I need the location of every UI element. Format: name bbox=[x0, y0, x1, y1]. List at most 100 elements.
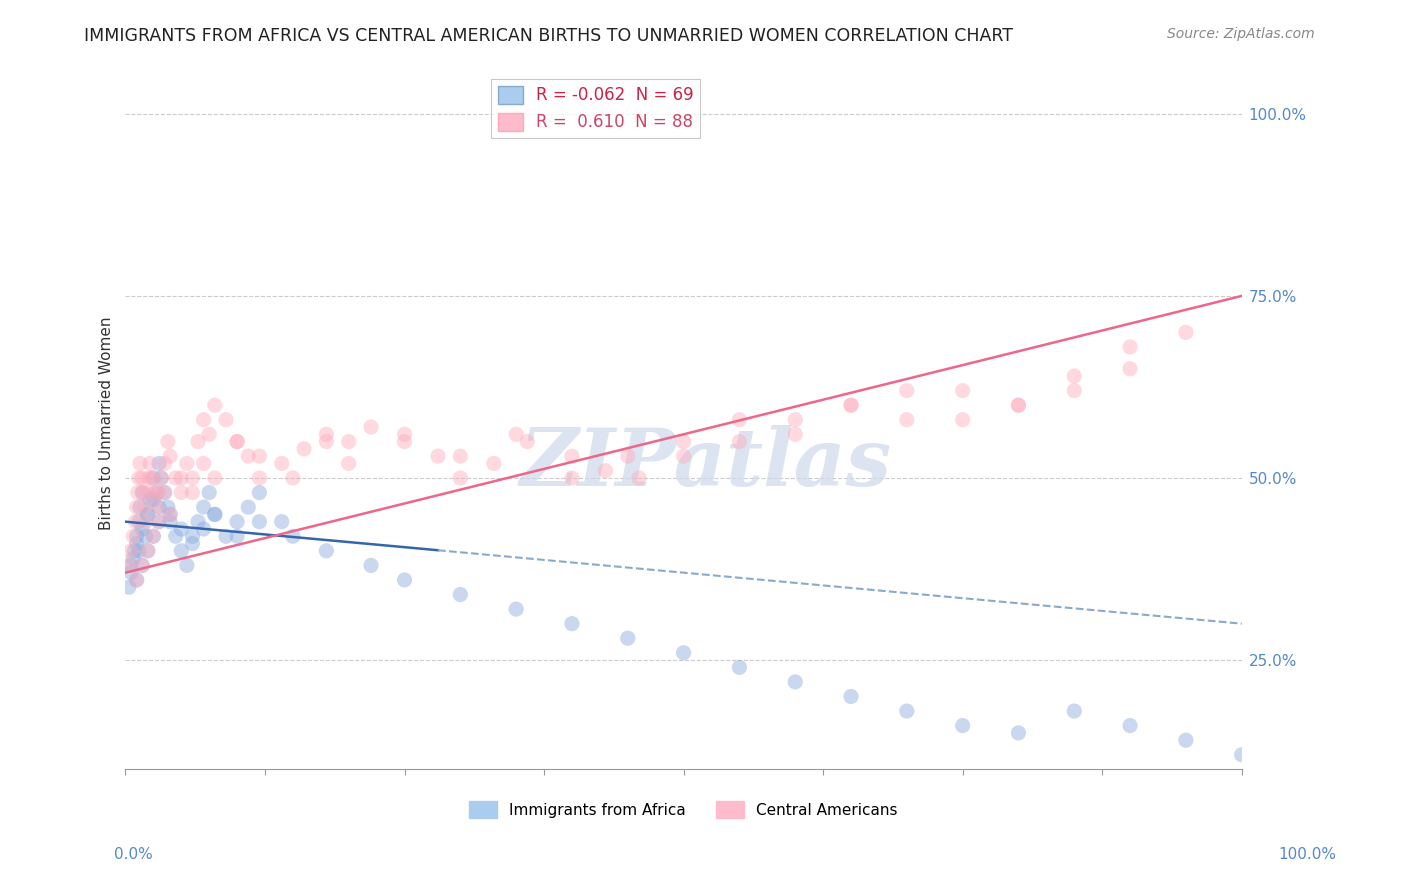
Point bbox=[1007, 398, 1029, 412]
Point bbox=[1119, 361, 1142, 376]
Point bbox=[360, 558, 382, 573]
Point bbox=[315, 427, 337, 442]
Point bbox=[952, 384, 974, 398]
Point bbox=[131, 522, 153, 536]
Point bbox=[125, 500, 148, 515]
Point bbox=[129, 500, 152, 515]
Point bbox=[136, 485, 159, 500]
Point bbox=[360, 420, 382, 434]
Point bbox=[176, 457, 198, 471]
Point bbox=[120, 544, 142, 558]
Point bbox=[505, 602, 527, 616]
Point bbox=[204, 508, 226, 522]
Point bbox=[134, 500, 156, 515]
Point bbox=[198, 485, 221, 500]
Point bbox=[141, 471, 163, 485]
Point bbox=[449, 449, 471, 463]
Point bbox=[839, 398, 862, 412]
Point bbox=[170, 485, 193, 500]
Point bbox=[1119, 718, 1142, 732]
Point bbox=[896, 704, 918, 718]
Point bbox=[150, 471, 173, 485]
Point bbox=[896, 413, 918, 427]
Point bbox=[129, 457, 152, 471]
Point bbox=[187, 434, 209, 449]
Point bbox=[249, 471, 271, 485]
Point bbox=[516, 434, 538, 449]
Point bbox=[156, 434, 179, 449]
Point bbox=[839, 690, 862, 704]
Point bbox=[226, 434, 249, 449]
Point bbox=[1174, 326, 1197, 340]
Point bbox=[159, 508, 181, 522]
Point bbox=[839, 398, 862, 412]
Point bbox=[153, 485, 176, 500]
Point bbox=[131, 485, 153, 500]
Text: Source: ZipAtlas.com: Source: ZipAtlas.com bbox=[1167, 27, 1315, 41]
Point bbox=[394, 427, 416, 442]
Point bbox=[270, 457, 292, 471]
Point bbox=[193, 457, 215, 471]
Point bbox=[125, 573, 148, 587]
Point bbox=[204, 508, 226, 522]
Point bbox=[142, 471, 165, 485]
Point bbox=[131, 558, 153, 573]
Point bbox=[270, 515, 292, 529]
Point bbox=[153, 457, 176, 471]
Point bbox=[449, 471, 471, 485]
Point bbox=[281, 471, 304, 485]
Point bbox=[118, 580, 141, 594]
Point bbox=[952, 413, 974, 427]
Point bbox=[143, 485, 166, 500]
Point bbox=[148, 485, 170, 500]
Point bbox=[482, 457, 505, 471]
Point bbox=[142, 529, 165, 543]
Point bbox=[124, 544, 146, 558]
Point bbox=[181, 536, 204, 550]
Point bbox=[249, 515, 271, 529]
Point bbox=[187, 515, 209, 529]
Point bbox=[176, 558, 198, 573]
Point bbox=[150, 471, 173, 485]
Point bbox=[148, 457, 170, 471]
Point bbox=[337, 457, 360, 471]
Text: 0.0%: 0.0% bbox=[114, 847, 153, 862]
Point bbox=[165, 529, 187, 543]
Point bbox=[170, 544, 193, 558]
Point bbox=[292, 442, 315, 456]
Point bbox=[128, 515, 150, 529]
Point bbox=[1063, 384, 1085, 398]
Point bbox=[728, 660, 751, 674]
Point bbox=[249, 449, 271, 463]
Point bbox=[124, 515, 146, 529]
Point bbox=[1119, 340, 1142, 354]
Point bbox=[616, 449, 638, 463]
Point bbox=[226, 529, 249, 543]
Point bbox=[281, 529, 304, 543]
Point bbox=[595, 464, 617, 478]
Point bbox=[153, 485, 176, 500]
Point bbox=[249, 485, 271, 500]
Point bbox=[131, 558, 153, 573]
Point bbox=[135, 529, 157, 543]
Point bbox=[728, 434, 751, 449]
Point bbox=[139, 492, 162, 507]
Point bbox=[505, 427, 527, 442]
Point bbox=[672, 449, 695, 463]
Point bbox=[145, 500, 167, 515]
Point bbox=[1007, 398, 1029, 412]
Point bbox=[125, 573, 148, 587]
Point bbox=[561, 471, 583, 485]
Point bbox=[238, 449, 260, 463]
Y-axis label: Births to Unmarried Women: Births to Unmarried Women bbox=[100, 317, 114, 530]
Point bbox=[1007, 726, 1029, 740]
Point bbox=[181, 485, 204, 500]
Point bbox=[128, 471, 150, 485]
Point bbox=[145, 485, 167, 500]
Point bbox=[165, 471, 187, 485]
Point bbox=[138, 471, 160, 485]
Point bbox=[561, 616, 583, 631]
Point bbox=[315, 544, 337, 558]
Point bbox=[136, 508, 159, 522]
Point bbox=[785, 427, 807, 442]
